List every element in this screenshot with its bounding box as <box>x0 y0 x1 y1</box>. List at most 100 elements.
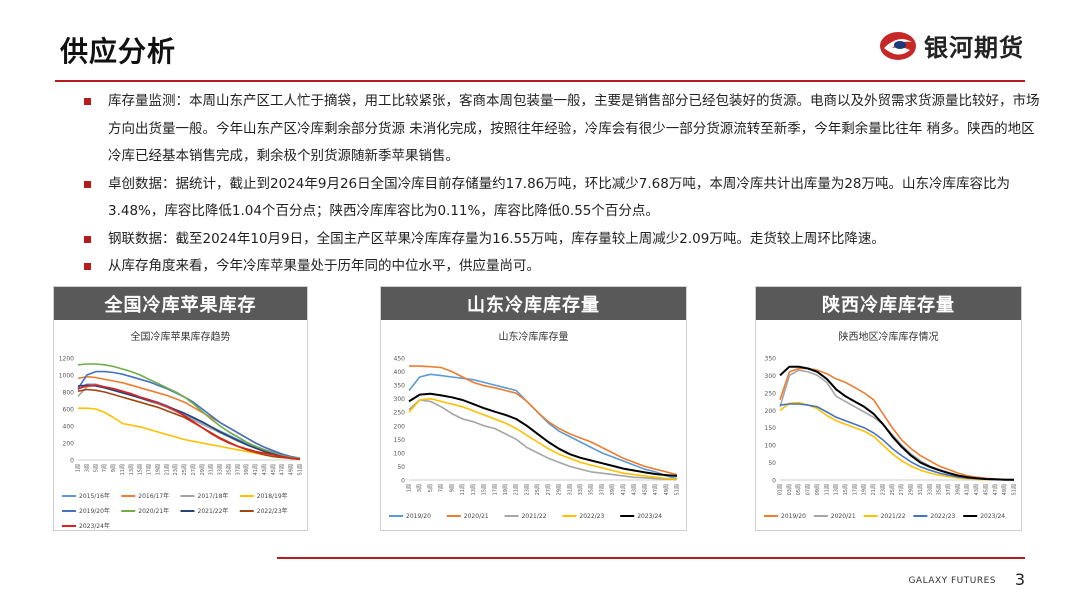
x-tick-label: 45周 <box>983 484 989 495</box>
legend-label: 2019/20年 <box>79 507 110 515</box>
x-tick-label: 33周 <box>218 464 224 475</box>
panel-title: 山东冷库库存量 <box>381 287 686 320</box>
national-stock-panel: 全国冷库苹果库存 全国冷库苹果库存趋势 0 200 400 600 800 1000 1200… <box>53 286 308 531</box>
x-tick-label: 19周 <box>862 484 868 495</box>
bullet-list: 库存量监测：本周山东产区工人忙于摘袋，用工比较紧张，客商本周包装量一般，主要是销… <box>84 88 1044 281</box>
y-tick-label: 1200 <box>59 356 74 363</box>
y-tick-label: 250 <box>765 390 777 397</box>
y-tick-label: 100 <box>394 450 406 457</box>
x-tick-label: 37周 <box>235 464 241 475</box>
series-line <box>409 365 678 476</box>
x-tick-label: 3周 <box>417 484 423 492</box>
x-tick-label: 03周 <box>787 484 793 495</box>
series-line <box>408 399 678 481</box>
y-tick-label: 50 <box>397 464 405 471</box>
y-tick-label: 1000 <box>59 373 74 380</box>
legend-label: 2019/20 <box>406 513 431 520</box>
x-tick-label: 51周 <box>1012 484 1018 495</box>
x-tick-label: 43周 <box>262 464 268 475</box>
legend-label: 2021/22年 <box>198 507 229 515</box>
x-tick-label: 37周 <box>599 484 605 495</box>
y-tick-label: 50 <box>768 460 776 467</box>
y-tick-label: 400 <box>394 369 406 376</box>
x-tick-label: 21周 <box>871 484 877 495</box>
series-line <box>77 363 301 460</box>
legend-label: 2017/18年 <box>198 492 229 500</box>
y-tick-label: 0 <box>401 478 405 485</box>
x-tick-label: 51周 <box>298 464 304 475</box>
legend-label: 2020/21 <box>464 513 489 520</box>
legend-label: 2016/17年 <box>138 492 169 500</box>
x-tick-label: 41周 <box>965 484 971 495</box>
x-tick-label: 31周 <box>918 484 924 495</box>
header-divider <box>55 80 1025 82</box>
y-tick-label: 450 <box>394 356 406 363</box>
x-tick-label: 35周 <box>937 484 943 495</box>
series-line <box>408 397 678 480</box>
footer-brand: GALAXY FUTURES <box>908 576 996 586</box>
legend-label: 2019/20 <box>781 513 806 520</box>
bullet-conclusion: 从库存角度来看，今年冷库苹果量处于历年同的中位水平，供应量尚可。 <box>84 253 1044 281</box>
x-tick-label: 33周 <box>578 484 584 495</box>
x-tick-label: 29周 <box>909 484 915 495</box>
x-tick-label: 05周 <box>796 484 802 495</box>
x-tick-label: 11周 <box>120 464 126 475</box>
x-tick-label: 7周 <box>439 484 445 492</box>
series-line <box>77 384 301 460</box>
chart-title: 全国冷库苹果库存趋势 <box>131 330 231 343</box>
y-tick-label: 250 <box>394 410 406 417</box>
y-tick-label: 800 <box>63 390 75 397</box>
x-tick-label: 35周 <box>226 464 232 475</box>
x-tick-label: 49周 <box>1002 484 1008 495</box>
legend-label: 2022/23年 <box>257 507 288 515</box>
shandong-stock-panel: 山东冷库库存量 山东冷库库存量 0 50 100 150 200 250 300 350 400 4… <box>380 286 687 531</box>
x-tick-label: 31周 <box>567 484 573 495</box>
x-tick-label: 39周 <box>244 464 250 475</box>
shaanxi-stock-chart: 陕西地区冷库库存情况 0 50 100 150 200 250 300 350 01周 03周 05周… <box>764 330 1018 520</box>
galaxy-logo-icon <box>880 31 916 60</box>
series-line <box>77 383 301 460</box>
x-tick-label: 43周 <box>632 484 638 495</box>
x-tick-label: 5周 <box>93 464 99 472</box>
series-line <box>77 388 301 460</box>
x-tick-label: 19周 <box>155 464 161 475</box>
panel-title: 全国冷库苹果库存 <box>54 287 307 320</box>
legend-label: 2022/23 <box>579 513 604 520</box>
x-tick-label: 51周 <box>675 484 681 495</box>
x-tick-label: 23周 <box>880 484 886 495</box>
page-number: 3 <box>1014 570 1025 589</box>
x-tick-label: 21周 <box>514 484 520 495</box>
y-tick-label: 100 <box>765 443 777 450</box>
x-tick-label: 17周 <box>147 464 153 475</box>
x-tick-label: 47周 <box>653 484 659 495</box>
legend-label: 2021/22 <box>522 513 547 520</box>
legend-label: 2018/19年 <box>257 492 288 500</box>
x-tick-label: 37周 <box>946 484 952 495</box>
x-tick-label: 35周 <box>589 484 595 495</box>
y-tick-label: 0 <box>70 458 74 465</box>
panel-title: 陕西冷库库存量 <box>756 287 1021 320</box>
bullet-inventory-monitoring: 库存量监测：本周山东产区工人忙于摘袋，用工比较紧张，客商本周包装量一般，主要是销… <box>84 88 1044 171</box>
x-tick-label: 47周 <box>280 464 286 475</box>
series-line <box>779 369 1014 481</box>
y-tick-label: 300 <box>394 396 406 403</box>
y-tick-label: 200 <box>765 408 777 415</box>
series-line <box>77 384 301 460</box>
x-tick-label: 39周 <box>610 484 616 495</box>
bullet-ganglian-data: 钢联数据：截至2024年10月9日，全国主产区苹果冷库库存量为16.55万吨，库… <box>84 226 1044 254</box>
x-tick-label: 13周 <box>834 484 840 495</box>
y-tick-label: 600 <box>63 407 75 414</box>
y-tick-label: 300 <box>765 373 777 380</box>
x-tick-label: 07周 <box>806 484 812 495</box>
company-logo: 银河期货 <box>878 28 1024 63</box>
x-tick-label: 7周 <box>102 464 108 472</box>
x-tick-label: 17周 <box>492 484 498 495</box>
y-tick-label: 200 <box>63 441 75 448</box>
x-tick-label: 43周 <box>974 484 980 495</box>
y-tick-label: 0 <box>772 478 776 485</box>
x-tick-label: 29周 <box>557 484 563 495</box>
national-stock-chart: 全国冷库苹果库存趋势 0 200 400 600 800 1000 1200 1周 3周 5周 7周 9… <box>59 330 304 530</box>
logo-text: 银河期货 <box>924 34 1024 62</box>
x-tick-label: 27周 <box>899 484 905 495</box>
y-tick-label: 350 <box>765 356 777 363</box>
